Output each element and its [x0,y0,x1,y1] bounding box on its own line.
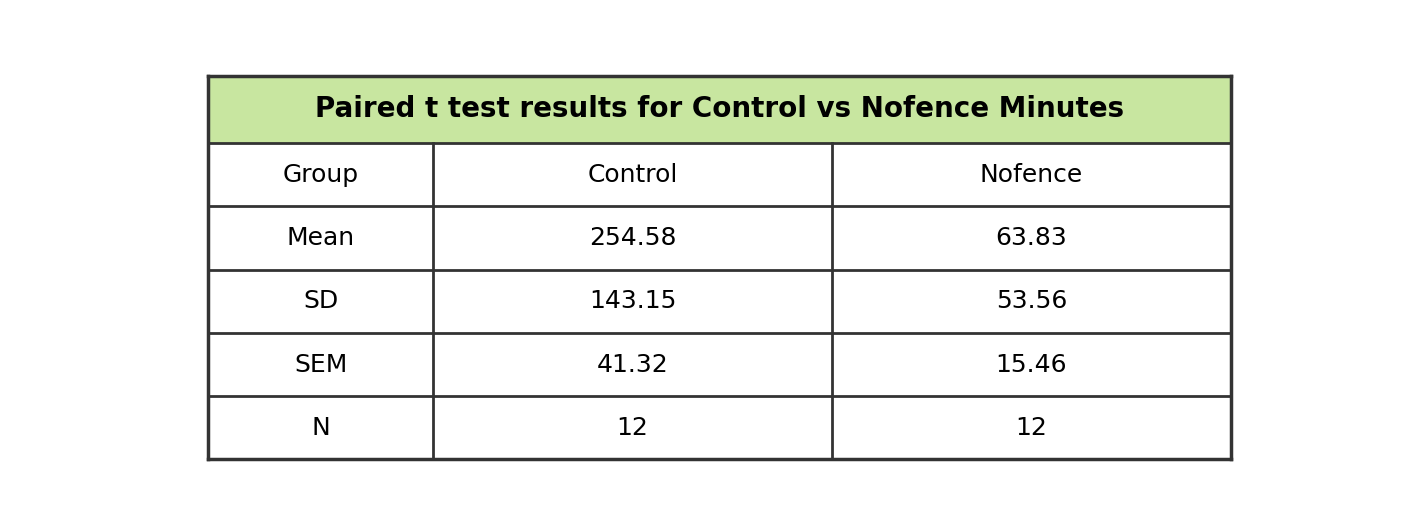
Text: 254.58: 254.58 [588,226,677,250]
Bar [208,143,434,206]
Bar [434,206,833,270]
Bar [208,206,434,270]
Text: 41.32: 41.32 [597,352,668,376]
Text: 15.46: 15.46 [995,352,1067,376]
Bar [208,270,434,333]
Text: Mean: Mean [286,226,355,250]
Bar [208,396,434,460]
Bar [833,270,1231,333]
Text: N: N [312,416,330,440]
Text: Paired t test results for Control vs Nofence Minutes: Paired t test results for Control vs Nof… [314,95,1125,123]
Bar [833,396,1231,460]
Bar [833,333,1231,396]
Text: Control: Control [587,163,678,187]
Text: Nofence: Nofence [980,163,1082,187]
Bar [434,143,833,206]
Bar [434,270,833,333]
Text: SD: SD [303,289,338,313]
Text: SEM: SEM [293,352,347,376]
Text: Group: Group [282,163,358,187]
Text: 143.15: 143.15 [588,289,677,313]
Bar [833,143,1231,206]
Text: 63.83: 63.83 [995,226,1067,250]
Bar [434,396,833,460]
Bar [434,333,833,396]
Text: 12: 12 [616,416,649,440]
Bar [208,76,1231,143]
Bar [833,206,1231,270]
Bar [208,333,434,396]
Text: 12: 12 [1015,416,1047,440]
Text: 53.56: 53.56 [995,289,1067,313]
